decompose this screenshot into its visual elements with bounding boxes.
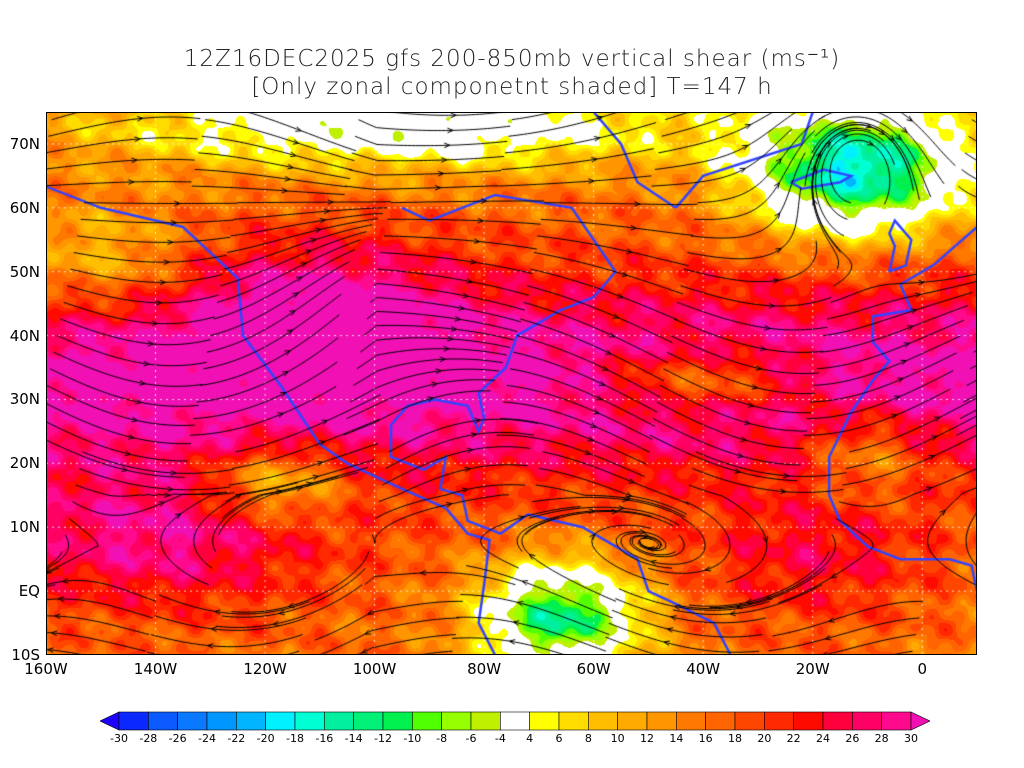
- plot-title: 12Z16DEC2025 gfs 200-850mb vertical shea…: [183, 46, 841, 72]
- colorbar-label: -22: [227, 732, 246, 745]
- colorbar-swatch: [148, 711, 178, 731]
- colorbar-low-triangle: [100, 711, 120, 731]
- colorbar-swatch: [265, 711, 296, 731]
- colorbar-label: -24: [198, 732, 216, 745]
- colorbar-swatch: [118, 711, 149, 731]
- colorbar-label: 24: [816, 732, 830, 745]
- shear-map-canvas: [46, 112, 977, 655]
- lat-tick-label: 30N: [9, 390, 40, 409]
- colorbar-label: -10: [403, 732, 422, 745]
- colorbar-swatch: [500, 711, 530, 731]
- colorbar-label: -18: [286, 732, 304, 745]
- lat-tick-label: 40N: [9, 326, 40, 345]
- colorbar-swatch: [822, 711, 853, 731]
- colorbar-label: 12: [640, 732, 654, 745]
- lon-tick-label: 140W: [133, 660, 178, 678]
- colorbar-swatch: [764, 711, 794, 731]
- colorbar-swatch: [324, 711, 354, 731]
- colorbar-swatch: [881, 711, 912, 731]
- colorbar-swatch: [852, 711, 882, 731]
- colorbar-label: 30: [904, 732, 918, 745]
- colorbar-swatch: [382, 711, 413, 731]
- colorbar-swatch: [617, 711, 648, 731]
- colorbar-high-triangle: [910, 711, 930, 731]
- lon-tick-label: 20W: [795, 660, 830, 678]
- colorbar-swatch: [705, 711, 736, 731]
- colorbar-label: -26: [168, 732, 187, 745]
- colorbar-swatch: [441, 711, 472, 731]
- colorbar-label: 18: [728, 732, 742, 745]
- colorbar-swatch: [412, 711, 442, 731]
- lat-tick-label: 50N: [9, 262, 40, 281]
- lat-tick-label: EQ: [18, 582, 40, 601]
- colorbar-swatch: [177, 711, 208, 731]
- lat-tick-label: 70N: [9, 134, 40, 153]
- lon-tick-label: 160W: [24, 660, 68, 678]
- lon-tick-label: 0: [917, 660, 927, 678]
- colorbar-label: -6: [465, 732, 477, 745]
- colorbar-swatch: [588, 711, 618, 731]
- lat-tick-label: 10S: [11, 646, 40, 664]
- colorbar-label: 6: [555, 732, 563, 745]
- colorbar-label: 8: [584, 732, 592, 745]
- colorbar-label: -16: [315, 732, 334, 745]
- colorbar-swatch: [236, 711, 266, 731]
- lon-tick-label: 100W: [352, 660, 397, 678]
- lon-tick-label: 120W: [243, 660, 287, 678]
- lat-tick-label: 10N: [9, 518, 40, 537]
- colorbar-swatch: [206, 711, 237, 731]
- colorbar-label: -28: [139, 732, 158, 745]
- colorbar-label: 14: [669, 732, 684, 745]
- colorbar-swatch: [793, 711, 824, 731]
- colorbar-label: 20: [757, 732, 772, 745]
- lat-tick-label: 60N: [9, 198, 40, 217]
- colorbar-label: -12: [374, 732, 392, 745]
- colorbar-label: 4: [526, 732, 534, 745]
- colorbar: [100, 711, 930, 731]
- colorbar-swatch: [558, 711, 589, 731]
- colorbar-label: 10: [610, 732, 625, 745]
- colorbar-label: -14: [344, 732, 363, 745]
- colorbar-label: 26: [845, 732, 860, 745]
- lon-tick-label: 80W: [467, 660, 502, 678]
- colorbar-swatch: [676, 711, 706, 731]
- colorbar-label: 28: [874, 732, 889, 745]
- colorbar-swatch: [470, 711, 501, 731]
- colorbar-label: -20: [256, 732, 275, 745]
- colorbar-label: -8: [436, 732, 448, 745]
- colorbar-label: 22: [786, 732, 801, 745]
- colorbar-swatch: [294, 711, 325, 731]
- colorbar-swatch: [646, 711, 677, 731]
- lon-tick-label: 40W: [686, 660, 721, 678]
- colorbar-swatch: [353, 711, 384, 731]
- colorbar-swatch: [734, 711, 765, 731]
- colorbar-swatch: [529, 711, 560, 731]
- colorbar-label: -30: [110, 732, 128, 745]
- colorbar-label: 16: [698, 732, 713, 745]
- colorbar-label: -4: [494, 732, 506, 745]
- lat-tick-label: 20N: [9, 454, 40, 473]
- lon-tick-label: 60W: [576, 660, 611, 678]
- plot-subtitle: [Only zonal componetnt shaded] T=147 h: [251, 74, 773, 100]
